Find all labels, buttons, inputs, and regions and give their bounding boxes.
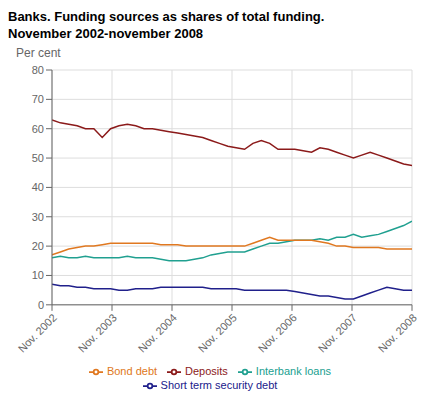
svg-text:10: 10 (32, 269, 44, 281)
svg-text:50: 50 (32, 152, 44, 164)
svg-text:Nov. 2003: Nov. 2003 (76, 311, 119, 354)
html-text:Bond debt: Bond debt (106, 364, 158, 377)
html-text:Deposits: Deposits (185, 364, 228, 377)
svg-text:0: 0 (38, 299, 44, 311)
html-text:Interbank loans: Interbank loans (255, 364, 332, 377)
svg-text:80: 80 (32, 64, 44, 76)
svg-text:70: 70 (32, 93, 44, 105)
html-text:Short term security debt: Short term security debt (160, 378, 278, 391)
html-text:November 2002-november 2008: November 2002-november 2008 (8, 26, 204, 41)
html-text:Banks. Funding sources as shar: Banks. Funding sources as shares of tota… (8, 9, 325, 24)
svg-text:20: 20 (32, 240, 44, 252)
svg-text:Nov. 2008: Nov. 2008 (376, 311, 419, 354)
svg-text:Nov. 2007: Nov. 2007 (316, 311, 359, 354)
html-text:Per cent: Per cent (16, 46, 61, 60)
svg-text:40: 40 (32, 181, 44, 193)
svg-text:Nov. 2006: Nov. 2006 (256, 311, 299, 354)
svg-text:60: 60 (32, 123, 44, 135)
svg-text:Nov. 2002: Nov. 2002 (16, 311, 59, 354)
svg-text:30: 30 (32, 211, 44, 223)
svg-text:Nov. 2004: Nov. 2004 (136, 311, 179, 354)
svg-text:Nov. 2005: Nov. 2005 (196, 311, 239, 354)
